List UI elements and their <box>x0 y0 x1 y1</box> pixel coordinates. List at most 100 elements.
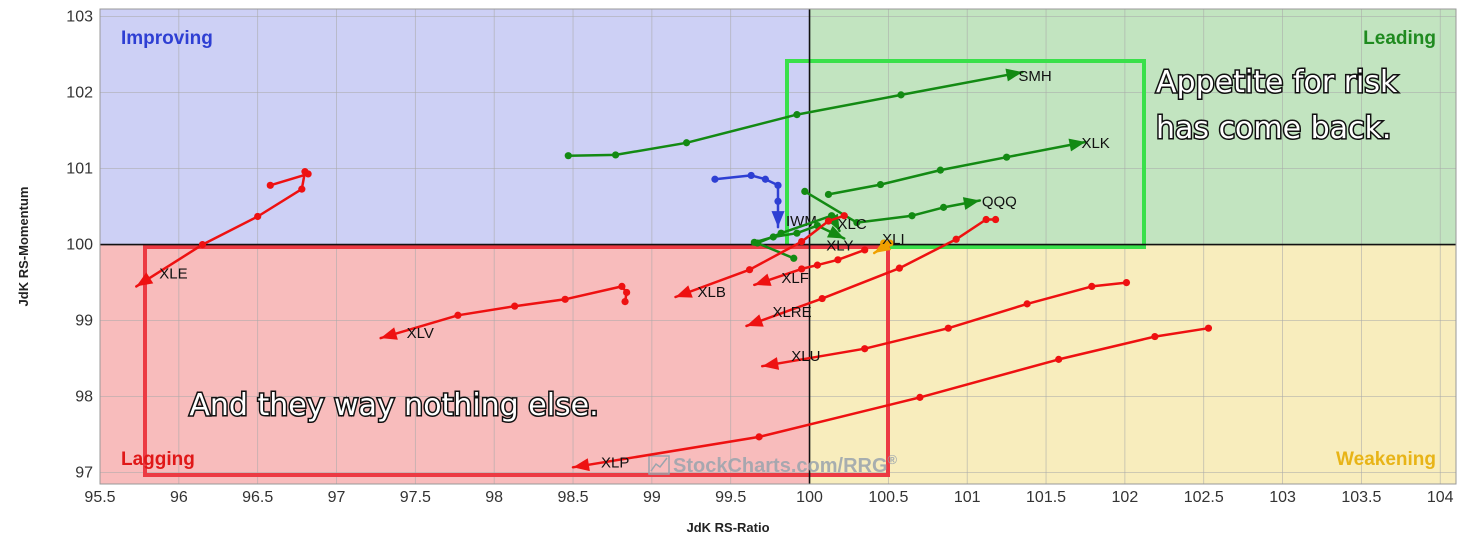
y-tick-label: 101 <box>66 161 93 178</box>
quadrant-labels: Improving Leading Lagging Weakening <box>121 28 1436 470</box>
series-point <box>301 168 309 176</box>
series-iwm: IWM <box>711 171 817 230</box>
x-tick-label: 100 <box>796 489 823 506</box>
series-label: SMH <box>1018 68 1051 85</box>
series-label: XLC <box>837 216 866 233</box>
logo-frame <box>648 455 670 475</box>
series-point <box>853 218 861 227</box>
x-tick-label: 103.5 <box>1341 489 1381 506</box>
x-tick-label: 101 <box>954 489 981 506</box>
series-point <box>936 166 945 174</box>
series-point <box>1204 324 1213 332</box>
series-point <box>618 282 626 290</box>
center-crosshair <box>100 9 1456 484</box>
y-tick-label: 100 <box>66 237 93 254</box>
series-head-arrow <box>1005 68 1023 82</box>
series-point <box>750 238 758 246</box>
series-point <box>944 324 952 332</box>
series-point <box>1151 332 1159 341</box>
series-point <box>861 246 869 254</box>
series-head-arrow <box>762 357 780 370</box>
x-tick-label: 95.5 <box>84 489 115 506</box>
series-point <box>623 288 631 297</box>
series-point <box>198 241 207 249</box>
annotation-risk: Appetite for risk has come back. <box>1156 65 1398 146</box>
series-xly: XLY <box>750 222 853 255</box>
series-label: QQQ <box>982 194 1017 211</box>
x-tick-label: 101.5 <box>1026 489 1066 506</box>
series-tail-line <box>571 326 1210 469</box>
series-point <box>818 294 826 303</box>
x-tick-label: 96 <box>170 489 188 506</box>
y-axis-title: JdK RS-Momentum <box>16 187 31 307</box>
series-label: XLY <box>826 238 853 255</box>
y-tick-label: 98 <box>75 389 93 406</box>
x-tick-label: 102 <box>1112 489 1139 506</box>
series-point <box>747 171 755 180</box>
series-point <box>834 256 842 264</box>
x-tick-label: 100.5 <box>868 489 908 506</box>
series-point <box>1055 355 1063 363</box>
series-point <box>1023 300 1031 308</box>
quadrant-weakening <box>809 244 1456 484</box>
quadrant-label-weakening: Weakening <box>1336 449 1436 470</box>
series-head-arrow <box>136 272 154 287</box>
annotations: Appetite for risk has come back. And they … <box>188 64 1400 425</box>
series-point <box>895 264 904 272</box>
series-point <box>840 212 848 220</box>
x-tick-label: 99.5 <box>715 489 746 506</box>
x-tick-label: 97.5 <box>400 489 431 506</box>
series-xlk: XLK <box>824 135 1110 199</box>
series-head-arrow <box>771 211 785 228</box>
series-head-arrow <box>380 327 398 340</box>
series-point <box>801 187 809 195</box>
highlight-box-red <box>143 245 890 477</box>
quadrant-leading <box>809 9 1456 245</box>
series-head-arrow <box>826 225 845 239</box>
series-label: XLE <box>159 265 187 282</box>
series-head-arrow <box>874 238 892 253</box>
series-point <box>908 212 916 220</box>
series-tail-line <box>567 70 1024 157</box>
watermark-mark: ® <box>888 452 898 467</box>
series-xlc: XLC <box>753 212 867 262</box>
series-point <box>1088 282 1096 290</box>
watermark-slash: / <box>838 455 844 477</box>
series-point <box>769 233 777 241</box>
series-xli: XLI <box>872 231 905 255</box>
series-point <box>298 185 306 193</box>
series-point <box>824 217 833 225</box>
series-tail-line <box>713 174 780 229</box>
annotation-line: Appetite for risk <box>1156 65 1398 100</box>
highlight-box-green <box>785 59 1146 249</box>
series-xlf: XLF <box>753 246 869 287</box>
quadrant-backgrounds <box>100 9 1456 484</box>
plot-frame <box>99 8 1457 485</box>
annotation-nothing: And they way nothing else. <box>189 388 598 423</box>
stockcharts-logo-icon <box>648 455 670 475</box>
series-point <box>511 302 519 310</box>
series-point <box>861 345 869 353</box>
series-head-arrow <box>746 314 764 327</box>
series-head-arrow <box>754 273 772 286</box>
series-point <box>1003 153 1011 161</box>
series-point <box>982 215 990 224</box>
series-point <box>755 433 763 441</box>
series-qqq: QQQ <box>801 187 1017 227</box>
series-xle: XLE <box>135 168 312 288</box>
watermark: StockCharts.com/RRG® <box>648 452 898 477</box>
series-xlre: XLRE <box>745 215 1000 328</box>
x-tick-label: 99 <box>643 489 661 506</box>
x-tick-label: 103 <box>1269 489 1296 506</box>
series-point <box>746 266 754 274</box>
y-tick-label: 102 <box>66 85 93 102</box>
watermark-suffix: RRG <box>843 455 887 477</box>
quadrant-label-lagging: Lagging <box>121 449 195 470</box>
y-axis-ticks: 97 98 99 100 101 102 103 <box>66 9 93 482</box>
annotation-line: has come back. <box>1156 111 1391 146</box>
quadrant-label-improving: Improving <box>121 28 213 49</box>
series-point <box>454 311 462 319</box>
series-point <box>886 239 894 247</box>
series-head-arrow <box>1068 138 1086 152</box>
